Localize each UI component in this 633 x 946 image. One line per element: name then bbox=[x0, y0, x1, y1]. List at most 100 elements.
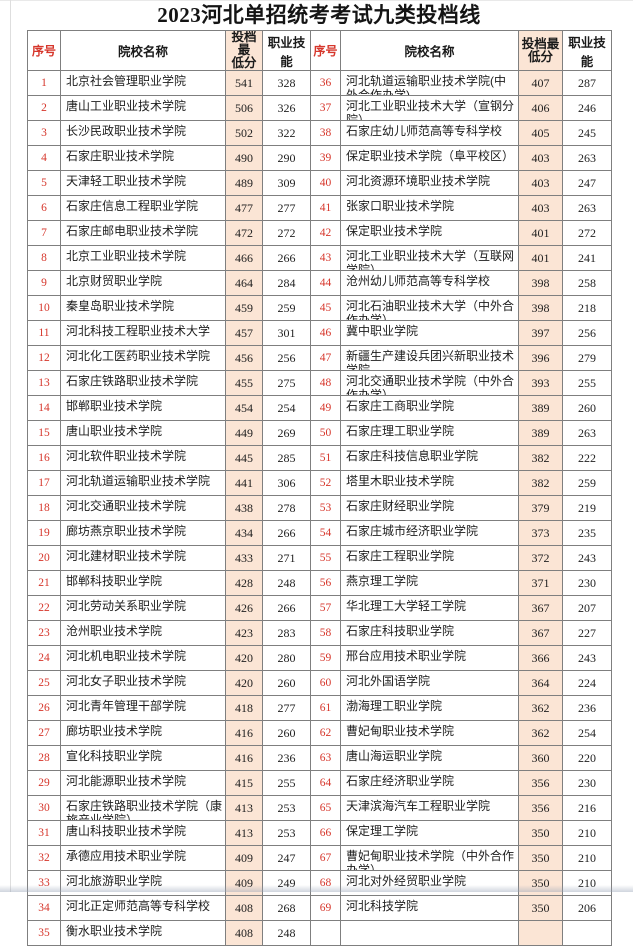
header-score-left: 投档最 低分 bbox=[225, 30, 263, 71]
row-index-cell: 52 bbox=[310, 470, 341, 496]
school-name-cell: 北京工业职业技术学院 bbox=[60, 245, 226, 271]
school-name-cell: 保定职业技术学院 bbox=[340, 220, 519, 246]
skill-cell: 246 bbox=[562, 95, 612, 121]
row-index-cell: 60 bbox=[310, 670, 341, 696]
table-row: 28 宣化科技职业学院 416 236 63 唐山海运职业学院 360 220 bbox=[27, 745, 612, 771]
row-index-cell: 67 bbox=[310, 845, 341, 871]
table-row: 7 石家庄邮电职业技术学院 472 272 42 保定职业技术学院 401 27… bbox=[27, 220, 612, 246]
table-row: 15 唐山职业技术学院 449 269 50 石家庄理工职业学院 389 263 bbox=[27, 420, 612, 446]
score-cell: 423 bbox=[225, 620, 263, 646]
score-cell: 415 bbox=[225, 770, 263, 796]
skill-cell: 277 bbox=[262, 695, 311, 721]
score-cell: 541 bbox=[225, 70, 263, 96]
school-name-cell: 石家庄职业技术学院 bbox=[60, 145, 226, 171]
row-index-cell: 7 bbox=[27, 220, 61, 246]
row-index-cell: 46 bbox=[310, 320, 341, 346]
page-bottom-shadow bbox=[0, 885, 633, 892]
score-cell: 433 bbox=[225, 545, 263, 571]
score-cell: 401 bbox=[518, 220, 563, 246]
table-row: 31 唐山科技职业技术学院 413 253 66 保定理工学院 350 210 bbox=[27, 820, 612, 846]
school-name-cell: 石家庄铁路职业技术学院（康旅产业学院） bbox=[60, 795, 226, 821]
score-cell: 489 bbox=[225, 170, 263, 196]
score-cell: 393 bbox=[518, 370, 563, 396]
row-index-cell: 64 bbox=[310, 770, 341, 796]
header-index-left: 序号 bbox=[27, 30, 61, 71]
school-name-cell: 华北理工大学轻工学院 bbox=[340, 595, 519, 621]
row-index-cell: 6 bbox=[27, 195, 61, 221]
row-index-cell: 41 bbox=[310, 195, 341, 221]
row-index-cell: 11 bbox=[27, 320, 61, 346]
skill-cell: 236 bbox=[262, 745, 311, 771]
score-cell: 438 bbox=[225, 495, 263, 521]
skill-cell: 269 bbox=[262, 420, 311, 446]
school-name-cell: 石家庄城市经济职业学院 bbox=[340, 520, 519, 546]
table-row: 23 沧州职业技术学院 423 283 58 石家庄科技职业学院 367 227 bbox=[27, 620, 612, 646]
score-cell: 356 bbox=[518, 795, 563, 821]
score-cell: 401 bbox=[518, 245, 563, 271]
row-index-cell: 17 bbox=[27, 470, 61, 496]
skill-cell: 272 bbox=[262, 220, 311, 246]
score-cell: 408 bbox=[225, 895, 263, 921]
row-index-cell: 24 bbox=[27, 645, 61, 671]
skill-cell: 230 bbox=[562, 570, 612, 596]
score-cell: 362 bbox=[518, 720, 563, 746]
row-index-cell: 69 bbox=[310, 895, 341, 921]
row-index-cell: 55 bbox=[310, 545, 341, 571]
table-row: 5 天津轻工职业技术学院 489 309 40 河北资源环境职业技术学院 403… bbox=[27, 170, 612, 196]
score-cell: 372 bbox=[518, 545, 563, 571]
row-index-cell: 3 bbox=[27, 120, 61, 146]
header-index-right: 序号 bbox=[310, 30, 341, 71]
row-index-cell: 63 bbox=[310, 745, 341, 771]
skill-cell: 263 bbox=[562, 145, 612, 171]
skill-cell: 259 bbox=[262, 295, 311, 321]
skill-cell: 268 bbox=[262, 895, 311, 921]
school-name-cell: 新疆生产建设兵团兴新职业技术学院 bbox=[340, 345, 519, 371]
skill-cell: 259 bbox=[562, 470, 612, 496]
skill-cell: 235 bbox=[562, 520, 612, 546]
score-cell: 405 bbox=[518, 120, 563, 146]
score-cell: 406 bbox=[518, 95, 563, 121]
row-index-cell: 47 bbox=[310, 345, 341, 371]
school-name-cell: 衡水职业技术学院 bbox=[60, 920, 226, 946]
school-name-cell: 秦皇岛职业技术学院 bbox=[60, 295, 226, 321]
skill-cell: 220 bbox=[562, 745, 612, 771]
row-index-cell: 5 bbox=[27, 170, 61, 196]
header-score-line2: 低分 bbox=[527, 49, 553, 64]
score-cell: 350 bbox=[518, 820, 563, 846]
skill-cell: 283 bbox=[262, 620, 311, 646]
score-cell: 455 bbox=[225, 370, 263, 396]
table-row: 22 河北劳动关系职业学院 426 266 57 华北理工大学轻工学院 367 … bbox=[27, 595, 612, 621]
score-cell: 459 bbox=[225, 295, 263, 321]
table-row: 10 秦皇岛职业技术学院 459 259 45 河北石油职业技术大学（中外合作办… bbox=[27, 295, 612, 321]
school-name-cell: 河北能源职业技术学院 bbox=[60, 770, 226, 796]
skill-cell: 278 bbox=[262, 495, 311, 521]
school-name-cell: 唐山海运职业学院 bbox=[340, 745, 519, 771]
table-row: 18 河北交通职业技术学院 438 278 53 石家庄财经职业学院 379 2… bbox=[27, 495, 612, 521]
score-cell: 389 bbox=[518, 420, 563, 446]
school-name-cell: 沧州幼儿师范高等专科学校 bbox=[340, 270, 519, 296]
left-margin-line bbox=[10, 0, 11, 892]
skill-cell: 243 bbox=[562, 645, 612, 671]
school-name-cell: 河北机电职业技术学院 bbox=[60, 645, 226, 671]
row-index-cell: 9 bbox=[27, 270, 61, 296]
school-name-cell: 燕京理工学院 bbox=[340, 570, 519, 596]
score-cell: 360 bbox=[518, 745, 563, 771]
header-skill-left: 职业技能 bbox=[262, 30, 311, 71]
table-row: 25 河北女子职业技术学院 420 260 60 河北外国语学院 364 224 bbox=[27, 670, 612, 696]
school-name-cell: 保定职业技术学院（阜平校区） bbox=[340, 145, 519, 171]
school-name-cell: 邢台应用技术职业学院 bbox=[340, 645, 519, 671]
school-name-cell: 河北建材职业技术学院 bbox=[60, 545, 226, 571]
table-row: 6 石家庄信息工程职业学院 477 277 41 张家口职业技术学院 403 2… bbox=[27, 195, 612, 221]
score-cell: 403 bbox=[518, 195, 563, 221]
school-name-cell: 宣化科技职业学院 bbox=[60, 745, 226, 771]
table-row: 9 北京财贸职业学院 464 284 44 沧州幼儿师范高等专科学校 398 2… bbox=[27, 270, 612, 296]
skill-cell: 301 bbox=[262, 320, 311, 346]
score-cell: 371 bbox=[518, 570, 563, 596]
school-name-cell: 河北工业职业技术大学（宣钢分院） bbox=[340, 95, 519, 121]
school-name-cell: 石家庄工商职业学院 bbox=[340, 395, 519, 421]
school-name-cell: 河北轨道运输职业技术学院(中外合作办学) bbox=[340, 70, 519, 96]
table-row: 33 河北旅游职业学院 409 249 68 河北对外经贸职业学院 350 21… bbox=[27, 870, 612, 896]
school-name-cell: 渤海理工职业学院 bbox=[340, 695, 519, 721]
skill-cell: 210 bbox=[562, 820, 612, 846]
row-index-cell: 42 bbox=[310, 220, 341, 246]
